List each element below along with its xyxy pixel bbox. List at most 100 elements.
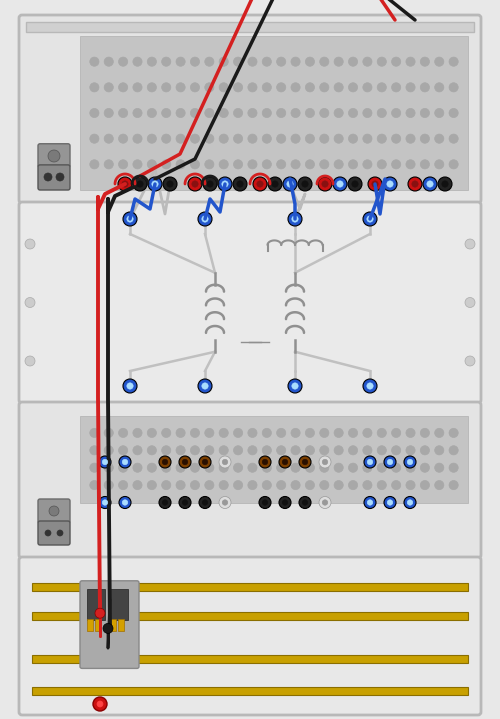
Circle shape (234, 429, 242, 437)
Circle shape (434, 57, 444, 66)
Circle shape (176, 109, 185, 118)
Circle shape (367, 216, 373, 222)
Circle shape (392, 134, 400, 143)
Circle shape (118, 480, 128, 490)
Circle shape (148, 83, 156, 92)
Circle shape (93, 697, 107, 711)
Circle shape (159, 497, 171, 508)
Circle shape (262, 463, 272, 472)
Circle shape (99, 456, 111, 468)
Circle shape (162, 160, 171, 169)
Circle shape (377, 446, 386, 455)
Circle shape (148, 109, 156, 118)
Circle shape (406, 160, 415, 169)
Circle shape (364, 456, 376, 468)
Circle shape (119, 456, 131, 468)
Circle shape (99, 497, 111, 508)
Circle shape (282, 500, 288, 505)
Circle shape (219, 463, 228, 472)
Circle shape (322, 500, 328, 505)
Circle shape (182, 459, 188, 464)
Circle shape (163, 177, 177, 191)
Circle shape (204, 57, 214, 66)
Circle shape (148, 57, 156, 66)
Circle shape (219, 497, 231, 508)
Circle shape (348, 463, 358, 472)
Circle shape (449, 446, 458, 455)
Circle shape (190, 480, 200, 490)
Circle shape (133, 429, 142, 437)
Circle shape (148, 177, 162, 191)
Circle shape (103, 623, 113, 633)
Circle shape (219, 109, 228, 118)
Bar (32, 613, 468, 620)
Circle shape (253, 177, 267, 191)
Bar (32, 687, 468, 695)
Circle shape (465, 356, 475, 366)
Circle shape (248, 83, 257, 92)
Circle shape (118, 463, 128, 472)
Circle shape (302, 459, 308, 464)
Circle shape (306, 480, 314, 490)
Circle shape (219, 429, 228, 437)
Circle shape (408, 459, 412, 464)
Circle shape (348, 134, 358, 143)
Circle shape (434, 160, 444, 169)
Circle shape (306, 83, 314, 92)
Circle shape (377, 134, 386, 143)
Circle shape (363, 463, 372, 472)
Circle shape (306, 57, 314, 66)
Circle shape (291, 57, 300, 66)
Circle shape (302, 181, 308, 187)
Circle shape (207, 181, 213, 187)
Circle shape (348, 446, 358, 455)
Circle shape (133, 446, 142, 455)
Circle shape (203, 177, 217, 191)
Circle shape (176, 160, 185, 169)
Circle shape (219, 83, 228, 92)
Circle shape (276, 83, 286, 92)
Circle shape (190, 160, 200, 169)
Circle shape (420, 57, 430, 66)
Circle shape (133, 57, 142, 66)
Circle shape (162, 429, 171, 437)
Circle shape (262, 429, 272, 437)
Circle shape (259, 497, 271, 508)
Circle shape (434, 429, 444, 437)
Circle shape (123, 379, 137, 393)
Circle shape (162, 83, 171, 92)
FancyBboxPatch shape (38, 144, 70, 167)
Circle shape (420, 134, 430, 143)
Circle shape (363, 429, 372, 437)
Circle shape (133, 177, 147, 191)
Circle shape (406, 134, 415, 143)
Circle shape (176, 429, 185, 437)
Circle shape (219, 57, 228, 66)
Circle shape (104, 480, 114, 490)
Circle shape (388, 459, 392, 464)
Circle shape (259, 456, 271, 468)
Circle shape (387, 181, 393, 187)
Circle shape (434, 83, 444, 92)
Circle shape (406, 463, 415, 472)
Circle shape (234, 160, 242, 169)
Circle shape (222, 459, 228, 464)
Circle shape (320, 57, 329, 66)
Circle shape (262, 109, 272, 118)
Circle shape (388, 500, 392, 505)
Circle shape (282, 459, 288, 464)
Circle shape (368, 177, 382, 191)
Circle shape (392, 480, 400, 490)
Circle shape (291, 446, 300, 455)
Circle shape (408, 177, 422, 191)
Circle shape (276, 134, 286, 143)
Bar (118, 619, 124, 631)
Circle shape (262, 446, 272, 455)
Circle shape (465, 239, 475, 249)
Circle shape (204, 109, 214, 118)
Circle shape (442, 181, 448, 187)
Circle shape (102, 500, 108, 505)
Circle shape (95, 608, 105, 618)
Circle shape (190, 109, 200, 118)
Circle shape (162, 459, 168, 464)
